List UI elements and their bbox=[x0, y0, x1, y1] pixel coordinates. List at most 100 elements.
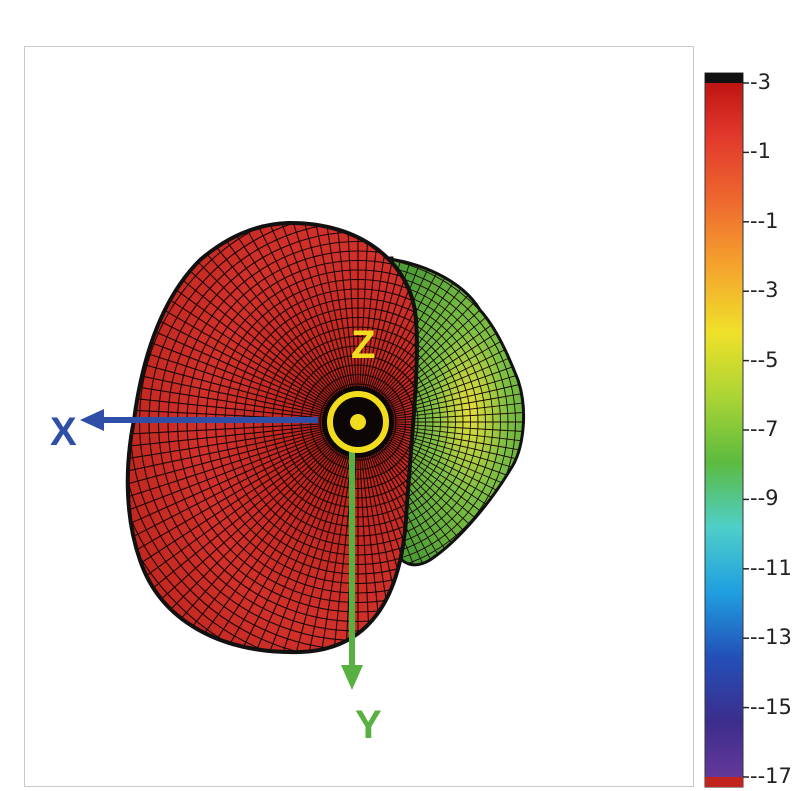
colorbar-tick-label: --5 bbox=[750, 347, 779, 372]
mesh-spoke bbox=[127, 261, 359, 423]
mesh-spoke bbox=[183, 222, 359, 423]
mesh-spoke bbox=[357, 421, 409, 653]
mesh-spoke bbox=[357, 421, 417, 653]
mesh-spoke bbox=[382, 421, 472, 565]
mesh-spoke bbox=[357, 276, 417, 423]
mesh-spoke bbox=[357, 222, 376, 423]
mesh-spoke bbox=[357, 421, 417, 583]
mesh-spoke bbox=[324, 222, 359, 423]
z-axis-out-of-page bbox=[327, 391, 389, 453]
mesh-spoke bbox=[258, 421, 359, 653]
colorbar-bottom-cap bbox=[705, 777, 743, 787]
mesh-spoke bbox=[127, 421, 359, 553]
colorbar-tick-label: --7 bbox=[750, 417, 779, 441]
mesh-spoke bbox=[382, 421, 462, 565]
mesh-spoke bbox=[127, 421, 359, 522]
mesh-spoke bbox=[357, 388, 417, 423]
mesh-spoke bbox=[382, 421, 483, 565]
mesh-spoke bbox=[127, 388, 359, 423]
mesh-spoke bbox=[357, 247, 417, 423]
mesh-spoke bbox=[357, 421, 417, 611]
mesh-spoke bbox=[212, 421, 359, 653]
mesh-spoke bbox=[382, 421, 493, 565]
mesh-spoke bbox=[357, 222, 417, 423]
mesh-spoke bbox=[127, 354, 359, 423]
mesh-spoke bbox=[307, 222, 359, 423]
colorbar-tick-label: --17 bbox=[750, 764, 792, 788]
colorbar-tick-label: --1 bbox=[750, 208, 779, 233]
x-axis-label: X bbox=[50, 410, 77, 454]
mesh-spoke bbox=[357, 222, 392, 423]
mesh-spoke bbox=[127, 421, 359, 506]
mesh-spoke bbox=[127, 421, 359, 538]
mesh-spoke bbox=[274, 222, 359, 423]
mesh-spoke bbox=[242, 421, 359, 653]
mesh-spoke bbox=[340, 222, 359, 423]
mesh-spoke bbox=[290, 421, 359, 653]
mesh-spoke bbox=[357, 306, 417, 423]
mesh-spoke bbox=[357, 222, 417, 423]
colorbar-top-cap bbox=[705, 73, 743, 83]
mesh-spoke bbox=[357, 222, 417, 423]
mesh-spoke bbox=[357, 404, 417, 423]
mesh-spoke bbox=[357, 421, 417, 568]
mesh-spoke bbox=[357, 222, 417, 423]
back-lobe-outline bbox=[381, 256, 526, 567]
mesh-spoke bbox=[357, 421, 417, 653]
z-axis-label: Z bbox=[351, 323, 376, 367]
colorbar-tick-label: --15 bbox=[750, 694, 792, 719]
colorbar-tick-label: -3 bbox=[750, 70, 771, 94]
mesh-spoke bbox=[156, 222, 359, 423]
mesh-spoke bbox=[127, 421, 359, 473]
mesh-spoke bbox=[127, 421, 359, 568]
mesh-spoke bbox=[357, 222, 417, 423]
mesh-spoke bbox=[127, 291, 359, 423]
mesh-spoke bbox=[357, 222, 417, 423]
mesh-spoke bbox=[357, 222, 409, 423]
mesh-spoke bbox=[357, 322, 417, 423]
mesh-spoke bbox=[227, 421, 359, 653]
mesh-spoke bbox=[212, 222, 359, 423]
mesh-spoke bbox=[357, 421, 417, 653]
mesh-spoke bbox=[127, 421, 359, 583]
mesh-spoke bbox=[357, 222, 417, 423]
colorbar bbox=[704, 72, 749, 788]
mesh-spoke bbox=[357, 421, 417, 653]
mesh-spoke bbox=[357, 421, 417, 490]
mesh-spoke bbox=[127, 338, 359, 423]
mesh-spoke bbox=[197, 222, 359, 423]
mesh-spoke bbox=[127, 421, 359, 440]
mesh-spoke bbox=[357, 421, 417, 653]
mesh-spoke bbox=[127, 421, 359, 456]
mesh-spoke bbox=[127, 306, 359, 423]
mesh-spoke bbox=[357, 421, 417, 597]
mesh-spoke bbox=[357, 421, 417, 637]
mesh-spoke bbox=[357, 421, 417, 653]
mesh-spoke bbox=[197, 421, 359, 653]
mesh-spoke bbox=[357, 421, 417, 506]
mesh-spoke bbox=[127, 421, 359, 490]
colorbar-tick-label: --3 bbox=[750, 278, 779, 303]
mesh-spoke bbox=[127, 322, 359, 423]
colorbar-ticks bbox=[743, 82, 749, 778]
mesh-spoke bbox=[357, 338, 417, 423]
y-axis bbox=[341, 450, 363, 690]
mesh-spoke bbox=[357, 222, 417, 423]
mesh-spoke bbox=[357, 291, 417, 423]
mesh-spoke bbox=[357, 421, 417, 653]
mesh-spoke bbox=[357, 222, 417, 423]
colorbar-tick-label: --13 bbox=[750, 625, 792, 650]
mesh-spoke bbox=[357, 421, 417, 653]
colorbar-tick-label: --9 bbox=[750, 486, 779, 511]
mesh-spoke bbox=[127, 276, 359, 423]
y-axis-label: Y bbox=[355, 703, 382, 747]
main-lobe-mesh bbox=[127, 222, 417, 653]
mesh-spoke bbox=[242, 222, 359, 423]
mesh-spoke bbox=[357, 421, 417, 624]
mesh-spoke bbox=[357, 421, 417, 522]
mesh-spoke bbox=[357, 371, 417, 423]
mesh-spoke bbox=[274, 421, 359, 653]
mesh-spoke bbox=[357, 222, 417, 423]
mesh-spoke bbox=[357, 233, 417, 423]
